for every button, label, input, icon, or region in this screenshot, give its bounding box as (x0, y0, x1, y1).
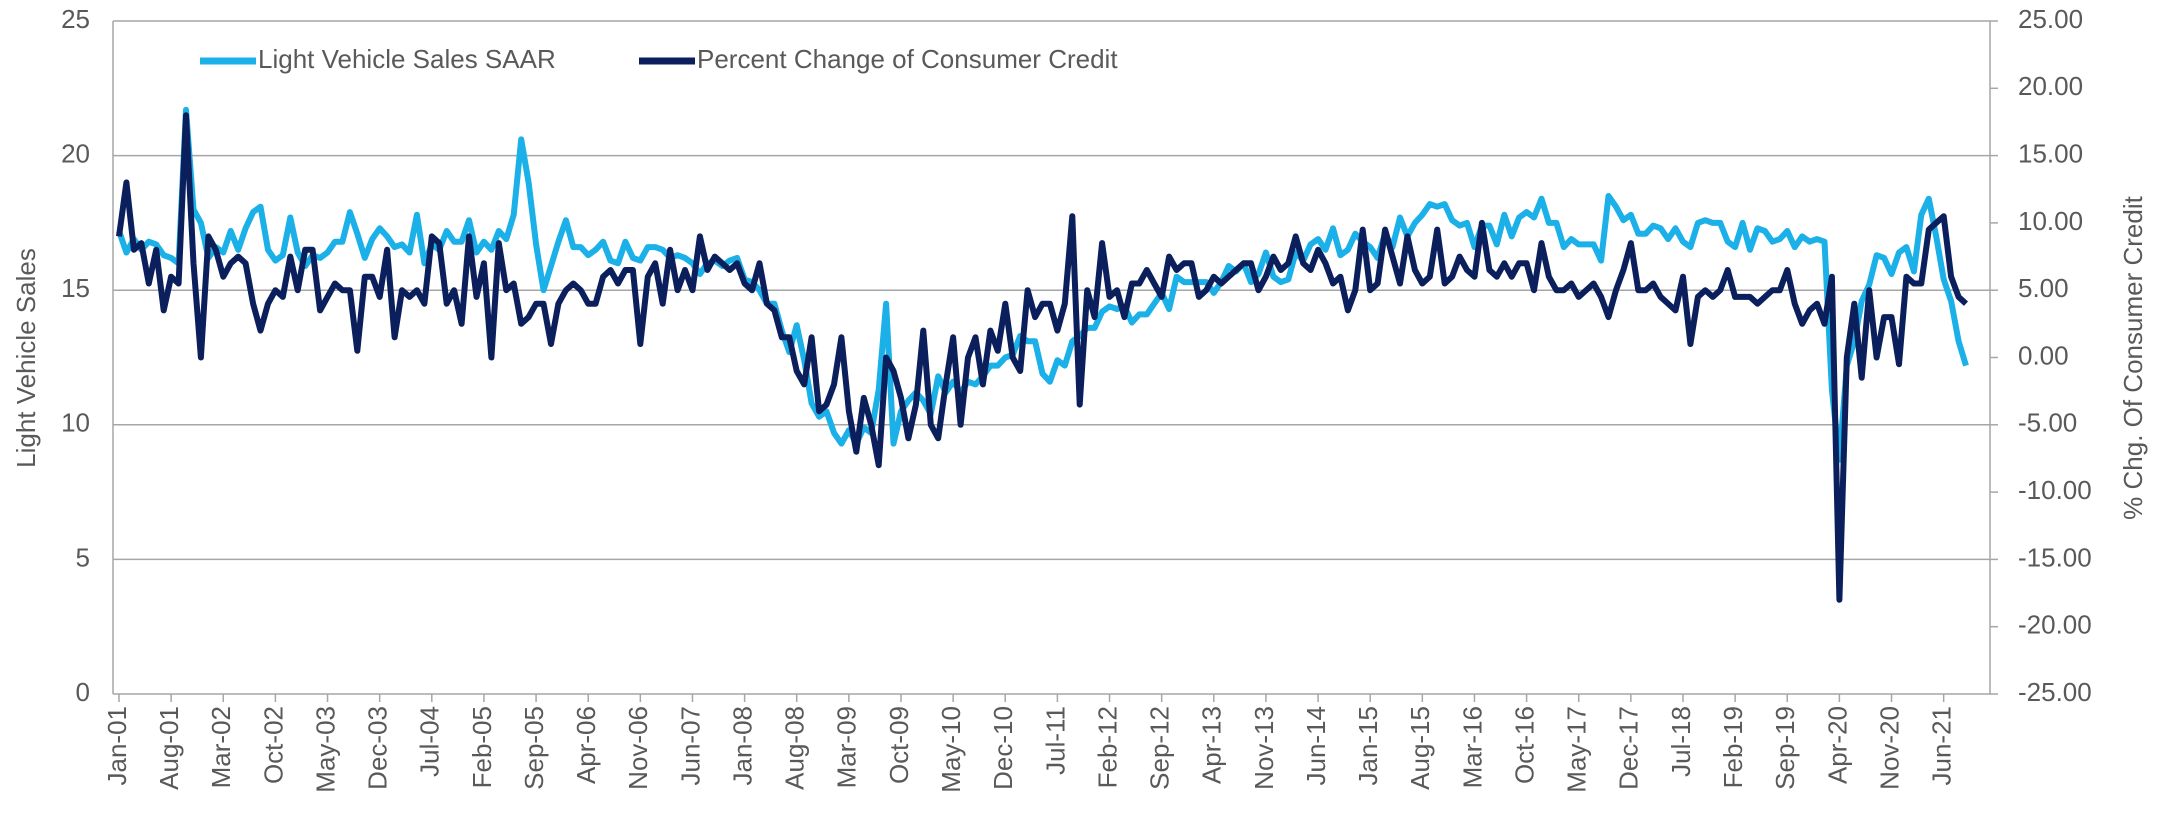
y-tick-label: 0 (76, 677, 90, 707)
y2-tick-label: 25.00 (2018, 4, 2083, 34)
series-line (116, 112, 1969, 603)
y2-tick-label: 10.00 (2018, 206, 2083, 236)
y2-tick-label: -15.00 (2018, 542, 2092, 572)
y2-tick-label: 20.00 (2018, 71, 2083, 101)
x-tick-label: Apr-06 (571, 706, 601, 784)
x-tick-label: Nov-06 (623, 706, 653, 790)
legend-label: Light Vehicle Sales SAAR (258, 44, 556, 74)
x-tick-label: Jul-11 (1040, 706, 1070, 775)
y2-tick-label: -25.00 (2018, 677, 2092, 707)
x-tick-label: Jun-14 (1301, 706, 1331, 786)
x-tick-label: Mar-16 (1457, 706, 1487, 788)
x-tick-label: Mar-02 (206, 706, 236, 788)
x-tick-label: Jun-07 (675, 706, 705, 786)
y-tick-label: 15 (61, 273, 90, 303)
x-tick-label: May-10 (936, 706, 966, 793)
y2-tick-label: -20.00 (2018, 610, 2092, 640)
y2-tick-label: 0.00 (2018, 340, 2069, 370)
y2-tick-label: 15.00 (2018, 138, 2083, 168)
x-tick-label: May-17 (1562, 706, 1592, 793)
y-tick-label: 10 (61, 408, 90, 438)
x-tick-label: Jan-01 (102, 706, 132, 786)
x-tick-label: Sep-12 (1145, 706, 1175, 790)
x-tick-label: Mar-09 (832, 706, 862, 788)
x-tick-label: Nov-20 (1874, 706, 1904, 790)
x-tick-label: May-03 (310, 706, 340, 793)
x-tick-label: Jan-08 (727, 706, 757, 786)
y-tick-label: 25 (61, 4, 90, 34)
x-tick-label: Jul-18 (1666, 706, 1696, 777)
x-tick-label: Dec-03 (363, 706, 393, 790)
legend-label: Percent Change of Consumer Credit (697, 44, 1118, 74)
x-tick-label: Feb-12 (1092, 706, 1122, 788)
x-tick-label: Aug-15 (1405, 706, 1435, 790)
x-tick-label: Oct-16 (1509, 706, 1539, 784)
x-tick-label: Aug-08 (780, 706, 810, 790)
x-tick-label: Sep-05 (519, 706, 549, 790)
series-line (116, 106, 1969, 463)
y-tick-label: 5 (76, 542, 90, 572)
y-axis-title: Light Vehicle Sales (11, 248, 41, 468)
x-tick-label: Jun-21 (1927, 706, 1957, 786)
x-tick-label: Dec-17 (1614, 706, 1644, 790)
x-tick-label: Dec-10 (988, 706, 1018, 790)
x-tick-label: Sep-19 (1770, 706, 1800, 790)
x-tick-label: Apr-13 (1197, 706, 1227, 784)
x-tick-label: Oct-02 (258, 706, 288, 784)
x-tick-label: Feb-19 (1718, 706, 1748, 788)
y2-tick-label: -10.00 (2018, 475, 2092, 505)
x-tick-label: Aug-01 (154, 706, 184, 790)
x-tick-label: Nov-13 (1249, 706, 1279, 790)
x-tick-label: Feb-05 (467, 706, 497, 788)
x-tick-label: Jan-15 (1353, 706, 1383, 786)
x-tick-label: Jul-04 (415, 706, 445, 777)
y2-axis-title: % Chg. Of Consumer Credit (2118, 195, 2148, 519)
x-tick-label: Oct-09 (884, 706, 914, 784)
y2-tick-label: 5.00 (2018, 273, 2069, 303)
x-tick-label: Apr-20 (1822, 706, 1852, 784)
y2-tick-label: -5.00 (2018, 408, 2077, 438)
y-tick-label: 20 (61, 138, 90, 168)
